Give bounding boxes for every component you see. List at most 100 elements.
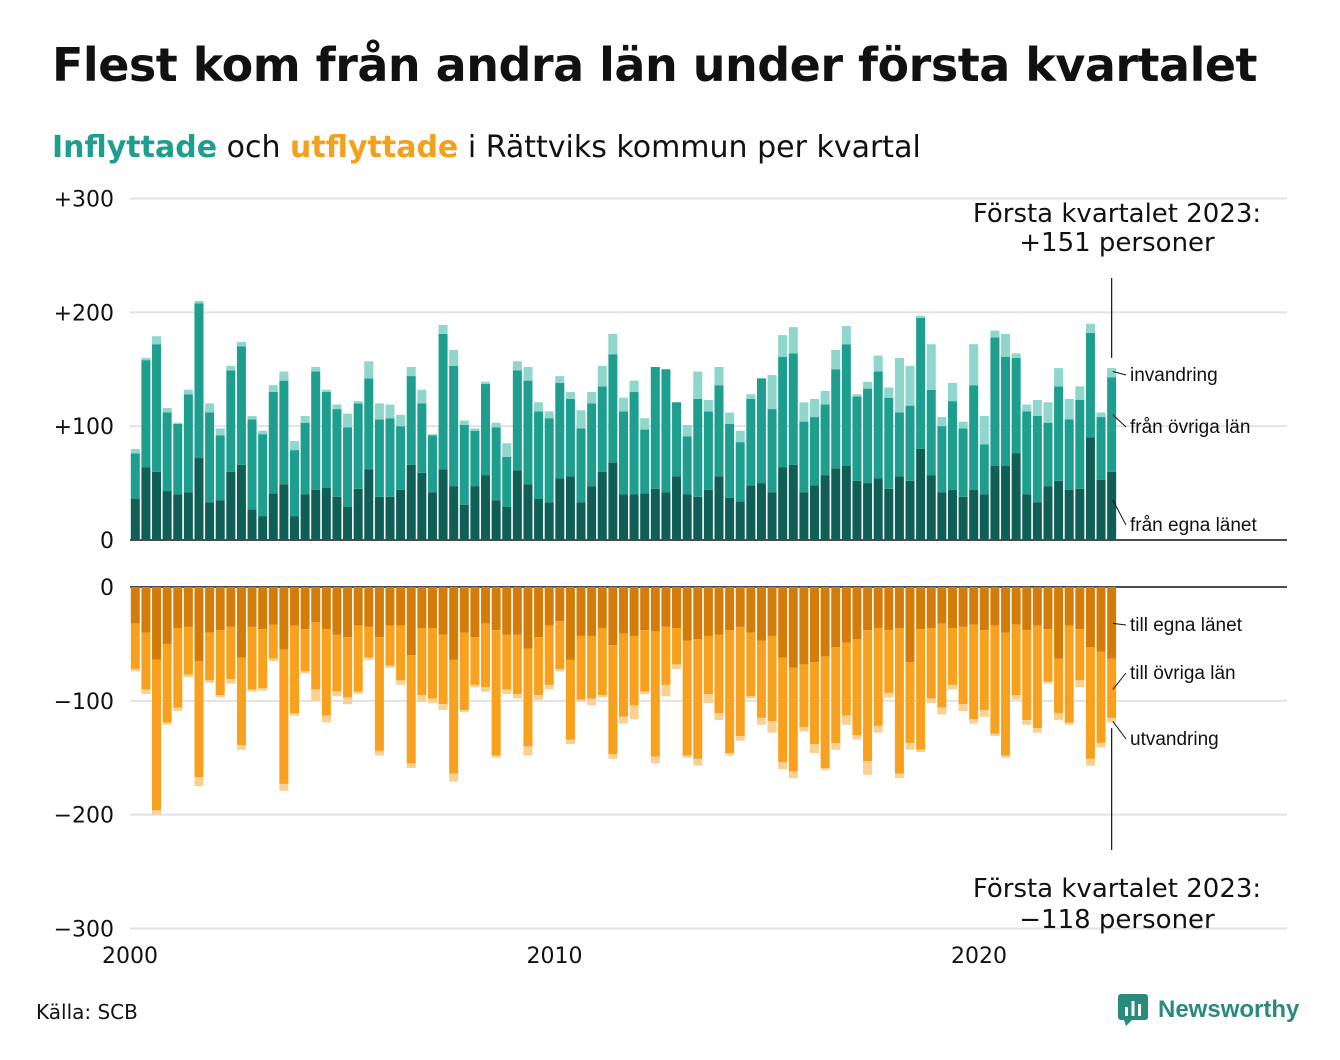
bar-utflyttade-till-övriga-län xyxy=(629,635,639,706)
bar-inflyttade-invandring xyxy=(937,417,947,427)
bar-inflyttade-från-egna-länet xyxy=(618,494,628,540)
bar-utflyttade-utvandring xyxy=(894,773,904,779)
bar-utflyttade-utvandring xyxy=(215,695,225,698)
bar-utflyttade-utvandring xyxy=(703,694,713,704)
bar-utflyttade-till-egna-länet xyxy=(311,587,321,623)
bar-inflyttade-från-övriga-län xyxy=(470,430,480,487)
bar-inflyttade-från-övriga-län xyxy=(152,344,162,472)
series-label-leader xyxy=(1112,414,1127,428)
bar-utflyttade-till-egna-länet xyxy=(937,587,947,624)
bar-utflyttade-till-övriga-län xyxy=(417,627,427,696)
bar-utflyttade-till-övriga-län xyxy=(576,635,586,700)
bar-inflyttade-från-egna-länet xyxy=(236,464,246,540)
bar-utflyttade-utvandring xyxy=(173,707,183,712)
bar-inflyttade-invandring xyxy=(788,327,798,354)
bar-inflyttade-från-övriga-län xyxy=(183,394,193,493)
bar-utflyttade-till-övriga-län xyxy=(374,637,384,751)
bar-utflyttade-till-egna-länet xyxy=(396,587,406,626)
bar-utflyttade-till-egna-länet xyxy=(990,587,1000,626)
bar-inflyttade-från-egna-länet xyxy=(353,488,363,540)
bar-utflyttade-utvandring xyxy=(618,716,628,724)
bar-inflyttade-från-övriga-län xyxy=(1064,419,1074,490)
bar-utflyttade-till-övriga-län xyxy=(852,639,862,735)
bar-inflyttade-invandring xyxy=(438,324,448,334)
bar-utflyttade-till-egna-länet xyxy=(767,587,777,636)
bar-inflyttade-från-övriga-län xyxy=(735,442,745,502)
bar-inflyttade-invandring xyxy=(417,389,427,404)
bar-utflyttade-utvandring xyxy=(374,750,384,756)
bar-inflyttade-från-övriga-län xyxy=(162,412,172,492)
bar-inflyttade-från-egna-länet xyxy=(608,462,618,540)
bar-utflyttade-utvandring xyxy=(1001,755,1011,758)
bar-utflyttade-utvandring xyxy=(735,736,745,741)
bar-utflyttade-utvandring xyxy=(969,719,979,724)
bar-utflyttade-till-övriga-län xyxy=(767,635,777,722)
bar-utflyttade-till-övriga-län xyxy=(491,630,501,756)
bar-utflyttade-utvandring xyxy=(863,761,873,775)
bar-utflyttade-till-övriga-län xyxy=(1043,629,1053,682)
bar-utflyttade-till-övriga-län xyxy=(258,629,268,689)
bar-utflyttade-utvandring xyxy=(937,707,947,715)
bar-inflyttade-invandring xyxy=(247,415,257,420)
bar-utflyttade-utvandring xyxy=(788,771,798,779)
bar-utflyttade-utvandring xyxy=(353,691,363,695)
bar-inflyttade-invandring xyxy=(364,361,374,379)
bar-inflyttade-invandring xyxy=(735,430,745,443)
bar-utflyttade-till-egna-länet xyxy=(1096,587,1106,652)
bar-utflyttade-till-övriga-län xyxy=(502,634,512,690)
bar-utflyttade-utvandring xyxy=(650,756,660,764)
bar-inflyttade-från-övriga-län xyxy=(1022,411,1032,495)
bar-utflyttade-utvandring xyxy=(311,689,321,701)
bar-inflyttade-invandring xyxy=(194,300,204,304)
series-label-leader xyxy=(1112,371,1127,376)
bar-utflyttade-till-övriga-län xyxy=(650,631,660,757)
bar-inflyttade-från-egna-länet xyxy=(863,483,873,540)
bar-inflyttade-invandring xyxy=(258,430,268,435)
bar-inflyttade-från-egna-länet xyxy=(1096,479,1106,540)
bar-inflyttade-från-övriga-län xyxy=(258,434,268,517)
bar-utflyttade-till-övriga-län xyxy=(1011,624,1021,696)
bar-utflyttade-utvandring xyxy=(279,783,289,791)
bar-inflyttade-från-övriga-län xyxy=(141,360,151,468)
bar-inflyttade-från-egna-länet xyxy=(491,500,501,540)
bar-inflyttade-från-egna-länet xyxy=(555,478,565,540)
y-tick-label: −100 xyxy=(54,690,114,715)
bar-utflyttade-till-övriga-län xyxy=(194,660,204,778)
bar-inflyttade-från-egna-länet xyxy=(162,491,172,540)
bar-inflyttade-från-övriga-län xyxy=(491,427,501,501)
bar-utflyttade-utvandring xyxy=(820,767,830,771)
bar-inflyttade-från-egna-länet xyxy=(502,506,512,540)
bar-utflyttade-till-övriga-län xyxy=(714,634,724,714)
bar-utflyttade-utvandring xyxy=(746,696,756,699)
bar-inflyttade-invandring xyxy=(587,392,597,404)
bar-inflyttade-från-övriga-län xyxy=(894,412,904,477)
bar-utflyttade-utvandring xyxy=(841,715,851,725)
series-label: till övriga län xyxy=(1130,663,1236,684)
bar-utflyttade-utvandring xyxy=(767,721,777,733)
bar-layer xyxy=(130,300,1117,815)
bar-utflyttade-utvandring xyxy=(597,695,607,698)
bar-utflyttade-utvandring xyxy=(406,763,416,768)
bar-inflyttade-från-övriga-län xyxy=(990,337,1000,467)
bar-utflyttade-utvandring xyxy=(417,695,427,702)
bar-inflyttade-invandring xyxy=(1096,412,1106,418)
bar-inflyttade-från-egna-länet xyxy=(714,476,724,540)
bar-inflyttade-invandring xyxy=(1001,333,1011,357)
bar-inflyttade-från-egna-länet xyxy=(396,489,406,540)
chart-title: Flest kom från andra län under första kv… xyxy=(52,38,1258,92)
bar-utflyttade-utvandring xyxy=(1085,758,1095,766)
bar-utflyttade-till-övriga-län xyxy=(215,630,225,696)
bar-inflyttade-från-egna-länet xyxy=(884,488,894,540)
bar-utflyttade-till-egna-länet xyxy=(162,587,172,644)
bar-utflyttade-till-egna-länet xyxy=(958,587,968,627)
bar-inflyttade-från-egna-länet xyxy=(417,472,427,540)
bar-inflyttade-från-övriga-län xyxy=(449,365,459,487)
bar-utflyttade-till-egna-länet xyxy=(1001,587,1011,633)
bar-utflyttade-till-egna-länet xyxy=(215,587,225,631)
bar-utflyttade-till-övriga-län xyxy=(385,625,395,666)
bar-utflyttade-till-egna-länet xyxy=(565,587,575,660)
bar-utflyttade-utvandring xyxy=(130,668,140,672)
bar-utflyttade-utvandring xyxy=(194,777,204,787)
bar-utflyttade-till-egna-länet xyxy=(841,587,851,643)
